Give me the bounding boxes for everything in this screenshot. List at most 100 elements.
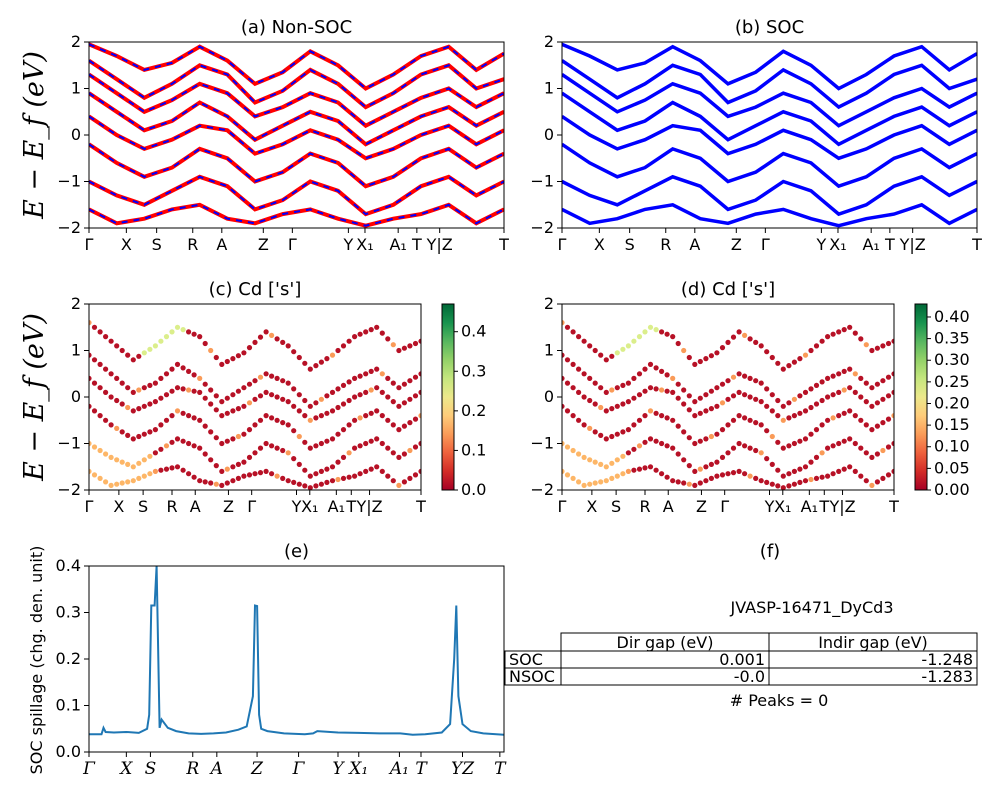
projection-point bbox=[880, 447, 886, 454]
projection-point bbox=[285, 422, 291, 428]
projection-point bbox=[363, 329, 369, 335]
x-tick-label: T bbox=[415, 759, 428, 779]
projection-point bbox=[396, 403, 402, 409]
projection-point bbox=[869, 482, 875, 488]
projection-point bbox=[91, 357, 98, 363]
projection-point bbox=[191, 331, 197, 337]
projection-point bbox=[97, 413, 103, 419]
panel-b: 210−1−2Γ X S R A Z Γ Y X₁ A₁ T Y|Z T(b) SOC bbox=[530, 17, 982, 254]
projection-point bbox=[174, 324, 181, 330]
projection-point bbox=[180, 386, 186, 392]
projection-point bbox=[257, 374, 264, 380]
projection-point bbox=[659, 471, 665, 477]
table-header: Indir gap (eV) bbox=[818, 633, 928, 652]
projection-point bbox=[141, 473, 147, 479]
projection-point bbox=[213, 393, 219, 399]
projection-point bbox=[863, 478, 869, 484]
x-tick-label: Y bbox=[332, 759, 345, 779]
projected-points bbox=[89, 320, 421, 490]
projection-point bbox=[103, 334, 109, 340]
projection-point bbox=[686, 407, 692, 413]
projection-point bbox=[235, 433, 241, 440]
colorbar-tick-label: 0.05 bbox=[934, 458, 970, 477]
projection-point bbox=[703, 408, 709, 414]
projection-point bbox=[581, 482, 587, 488]
projection-point bbox=[401, 451, 407, 457]
projection-point bbox=[576, 334, 582, 340]
x-tick-label: X bbox=[594, 235, 605, 254]
y-tick-label: 0.4 bbox=[56, 556, 81, 575]
projection-point bbox=[335, 404, 341, 411]
panel-title: (e) bbox=[284, 541, 309, 562]
projection-point bbox=[753, 396, 759, 402]
projection-point bbox=[114, 375, 120, 381]
projection-point bbox=[235, 388, 241, 394]
projection-point bbox=[412, 374, 419, 380]
projection-point bbox=[385, 445, 391, 451]
projection-point bbox=[670, 417, 676, 423]
y-tick-label: 0.3 bbox=[56, 603, 81, 622]
projection-point bbox=[841, 438, 847, 444]
projection-point bbox=[407, 343, 413, 349]
projection-point bbox=[570, 413, 576, 419]
projection-point bbox=[346, 474, 352, 480]
projection-point bbox=[692, 468, 698, 474]
x-tick-label: X₁ bbox=[829, 235, 846, 254]
projection-point bbox=[379, 371, 385, 377]
projection-point bbox=[352, 334, 358, 340]
projection-point bbox=[642, 329, 648, 335]
projection-point bbox=[141, 403, 147, 409]
projection-point bbox=[169, 465, 175, 471]
projection-point bbox=[581, 454, 587, 460]
projection-point bbox=[692, 440, 698, 447]
x-tick-label: Γ bbox=[292, 759, 306, 779]
projection-point bbox=[697, 410, 703, 416]
projection-point bbox=[208, 457, 214, 463]
projection-point bbox=[681, 457, 687, 463]
projection-point bbox=[786, 400, 792, 406]
projection-point bbox=[659, 440, 665, 447]
projection-point bbox=[230, 464, 236, 470]
projection-point bbox=[180, 365, 186, 371]
projection-point bbox=[363, 389, 369, 395]
projection-point bbox=[841, 466, 847, 472]
projection-point bbox=[874, 400, 881, 406]
x-tick-label: A bbox=[209, 759, 223, 779]
panel-d: 210−1−2Γ X S R A Z Γ Y X₁ A₁ T Y|Z T(d) Cd ['s']0.40… bbox=[530, 279, 969, 516]
projection-point bbox=[791, 468, 798, 474]
band-soc-7 bbox=[562, 202, 977, 228]
projection-point bbox=[329, 478, 336, 484]
projection-point bbox=[836, 468, 842, 474]
projection-point bbox=[91, 408, 98, 414]
projection-point bbox=[130, 436, 136, 442]
projection-point bbox=[285, 478, 291, 484]
projection-point bbox=[603, 464, 609, 470]
projection-point bbox=[675, 381, 681, 387]
projection-point bbox=[252, 422, 258, 428]
projection-point bbox=[819, 338, 825, 344]
projection-point bbox=[647, 464, 654, 470]
projection-point bbox=[880, 378, 886, 384]
projection-point bbox=[703, 392, 709, 398]
band-soc-overlay-6 bbox=[89, 175, 504, 216]
projection-point bbox=[758, 478, 764, 484]
projection-point bbox=[874, 345, 881, 351]
projection-point bbox=[114, 343, 120, 349]
projection-point bbox=[587, 481, 593, 487]
projection-point bbox=[730, 374, 737, 380]
projection-point bbox=[252, 396, 258, 402]
projection-point bbox=[714, 473, 720, 479]
projection-point bbox=[130, 464, 136, 470]
projection-point bbox=[296, 354, 302, 361]
band-lines bbox=[562, 42, 977, 228]
projection-point bbox=[747, 417, 753, 423]
projection-point bbox=[374, 324, 380, 330]
projection-point bbox=[418, 371, 421, 377]
x-tick-label: T bbox=[884, 235, 895, 254]
projection-point bbox=[891, 338, 894, 344]
projection-point bbox=[357, 415, 363, 421]
projection-point bbox=[830, 471, 836, 477]
projection-point bbox=[780, 417, 786, 423]
projection-point bbox=[576, 389, 582, 395]
projection-point bbox=[813, 401, 820, 407]
